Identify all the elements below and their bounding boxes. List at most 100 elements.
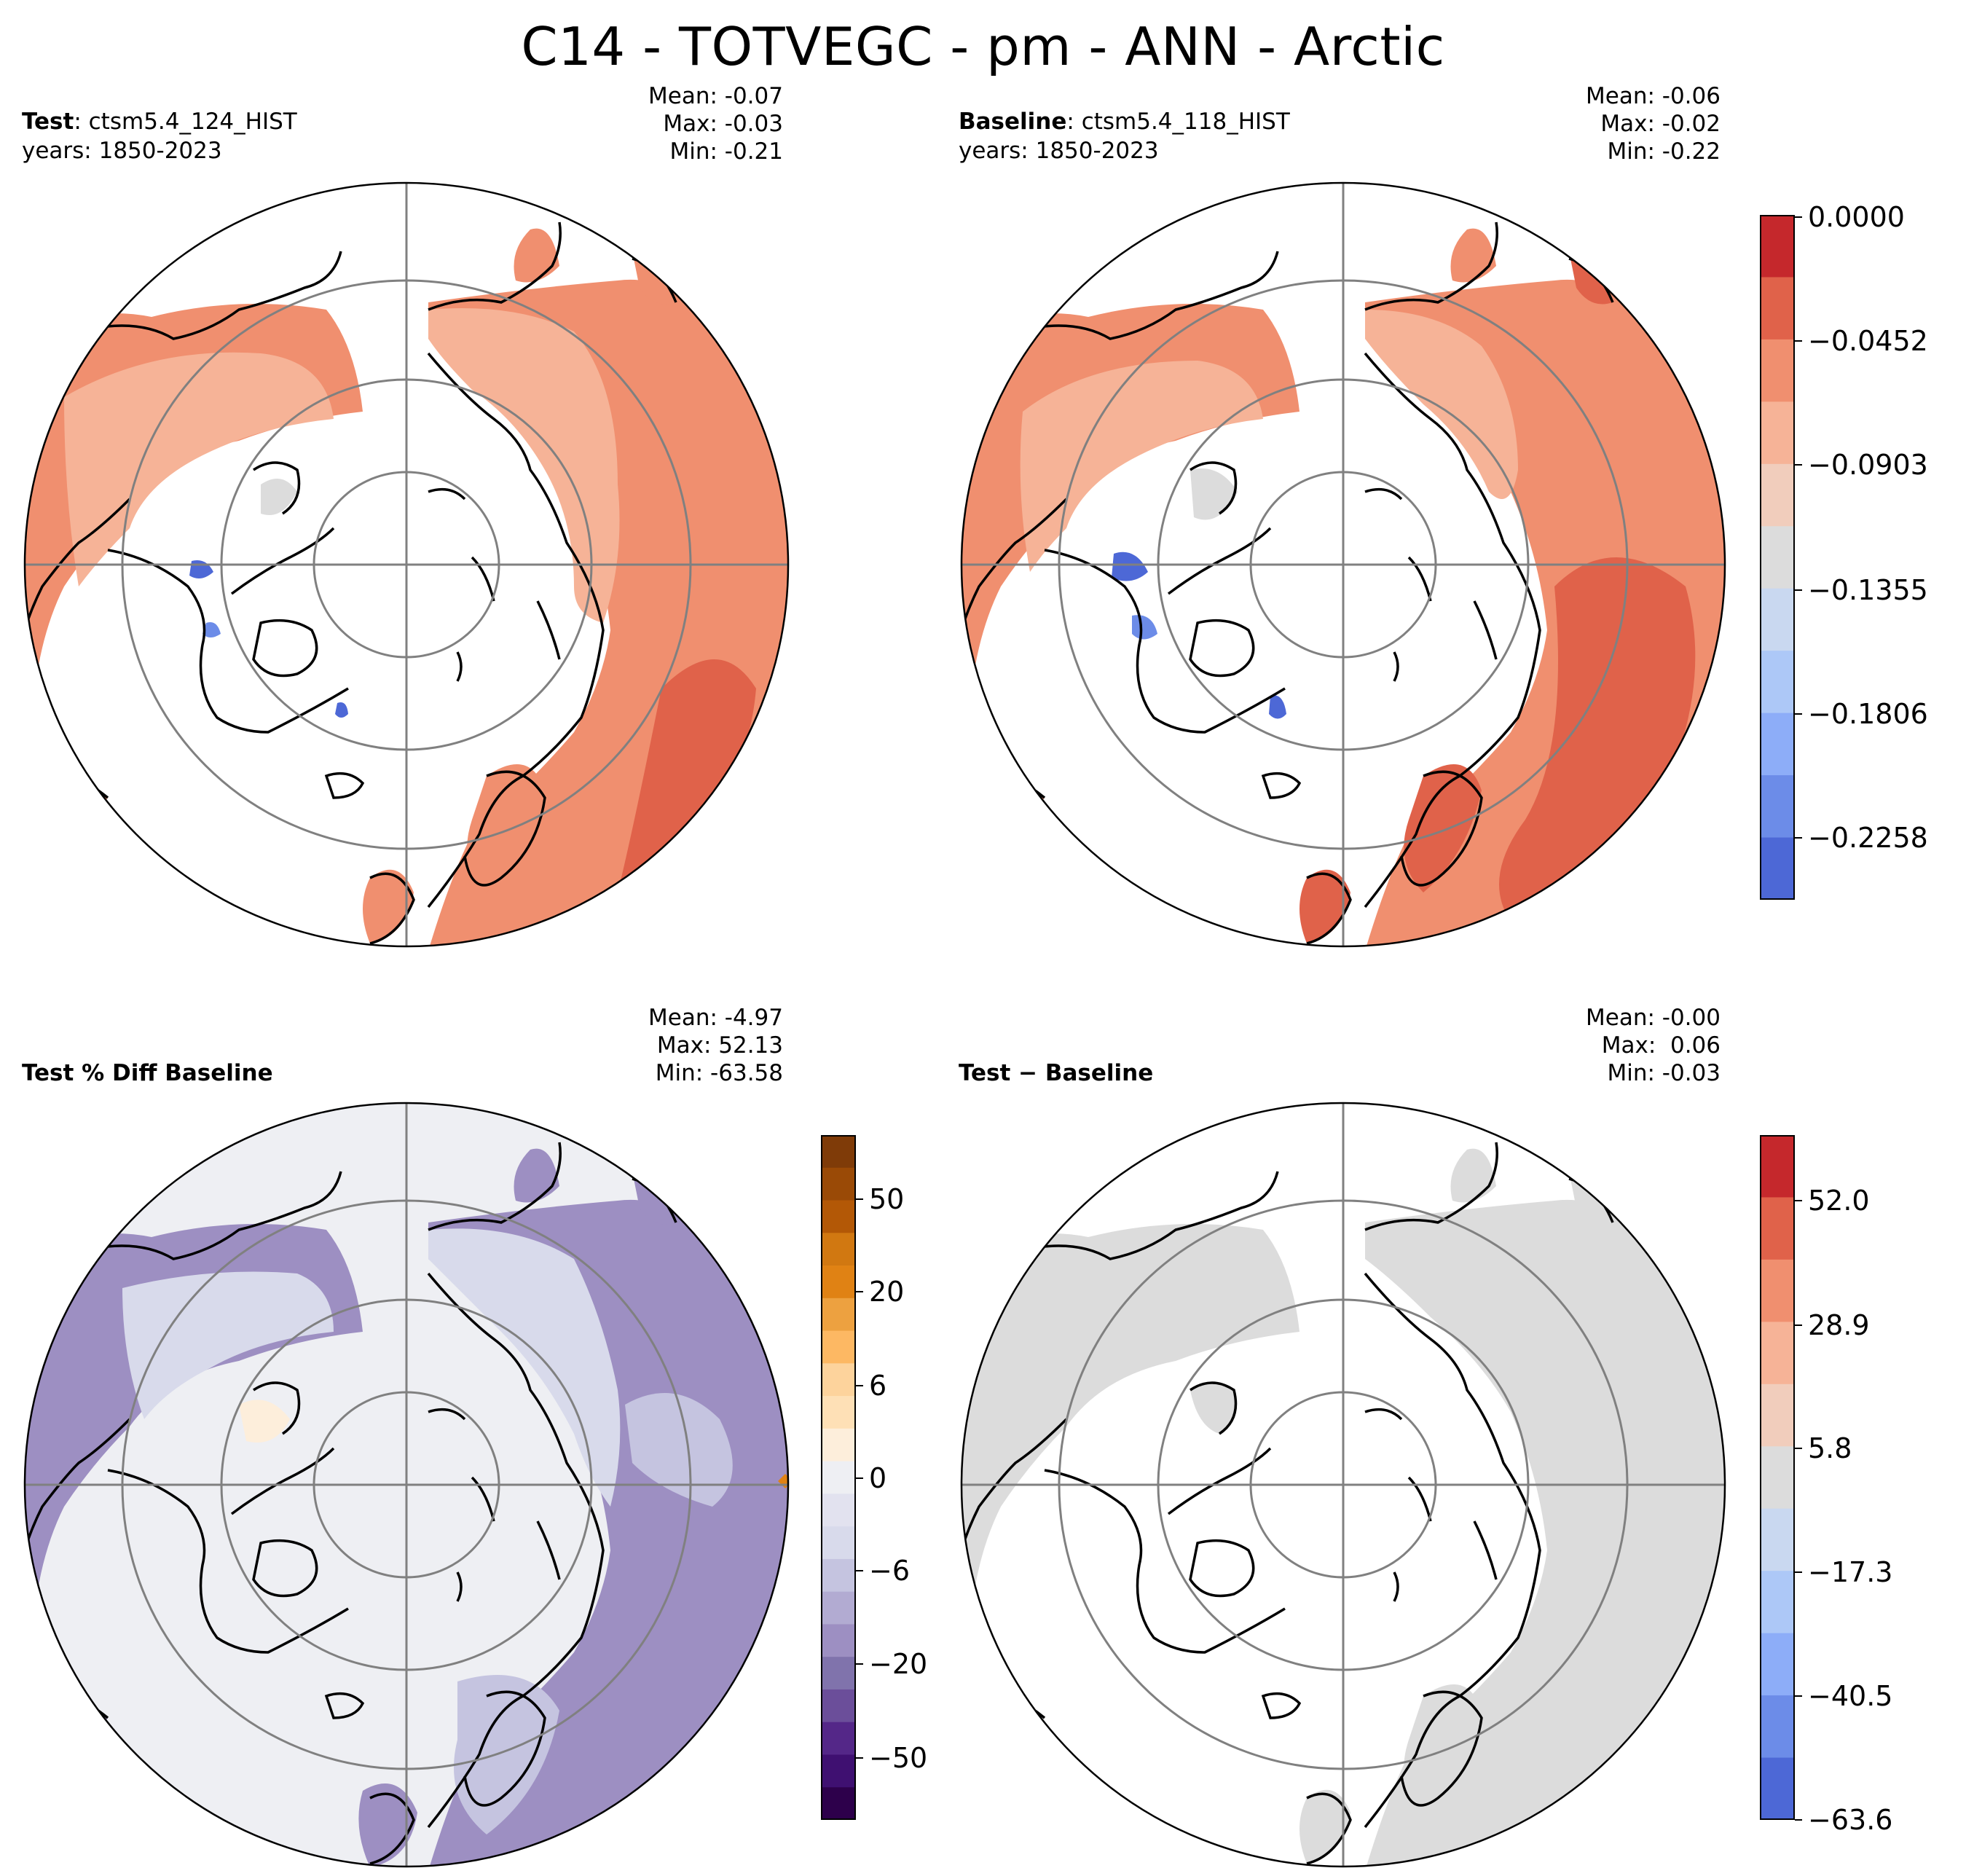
diff-land-eurasia [1365,1199,1725,1867]
pctdiff-map-boundary [23,1102,790,1868]
test-map [23,181,790,948]
diff-colorbar-tick-mark [1795,1324,1802,1326]
diff-colorbar [1760,1135,1795,1821]
top-colorbar-tick-mark [1795,837,1802,839]
top-colorbar-frame [1760,215,1795,900]
pctdiff-colorbar-tick-mark [856,1663,863,1665]
top-colorbar-swatches [1760,215,1795,900]
test-stats: Mean: -0.07 Max: -0.03 Min: -0.21 [419,82,783,165]
diff-colorbar-tick-mark [1795,1200,1802,1201]
pctdiff-land-eurasia [428,1199,788,1867]
pctdiff-graticule [25,1103,788,1867]
diff-colorbar-swatch [1760,1695,1795,1759]
pctdiff-colorbar-swatch [821,1526,856,1560]
diff-colorbar-swatch [1760,1384,1795,1447]
diff-min: Min: -0.03 [1607,1060,1721,1086]
test-land-eurasia-light [428,308,620,623]
pctdiff-colorbar-frame [821,1135,856,1820]
pctdiff-colorbar-swatch [821,1167,856,1201]
top-colorbar-tick-label: −0.2258 [1808,822,1928,854]
diff-colorbar-tick-label: −63.6 [1808,1804,1893,1836]
diff-colorbar-tick-label: 28.9 [1808,1309,1870,1341]
pctdiff-colorbar-tick-mark [856,1385,863,1386]
pctdiff-colorbar-swatch [821,1200,856,1233]
diff-land-north-america [962,1224,1299,1623]
top-colorbar-tick-mark [1795,713,1802,715]
top-colorbar-swatch [1760,837,1795,900]
pctdiff-colorbar-tick-mark [856,1477,863,1479]
top-colorbar-swatch [1760,463,1795,527]
pctdiff-colorbar-swatch [821,1135,856,1169]
pctdiff-colorbar-tick-mark [856,1570,863,1571]
diff-colorbar-frame [1760,1135,1795,1820]
diff-label-bold: Test − Baseline [959,1060,1154,1086]
test-min: Min: -0.21 [669,138,783,165]
top-colorbar-swatch [1760,775,1795,839]
pctdiff-colorbar-swatch [821,1558,856,1593]
pctdiff-colorbar-swatch [821,1494,856,1527]
baseline-land-eurasia-light [1365,310,1518,499]
baseline-land-europe-w [1299,869,1350,943]
top-colorbar [1760,215,1795,900]
top-colorbar-tick-mark [1795,216,1802,218]
top-colorbar-tick-label: −0.1355 [1808,574,1928,606]
diff-colorbar-swatch [1760,1571,1795,1634]
pctdiff-colorbar-tick-label: 20 [869,1276,905,1308]
test-label-text: ctsm5.4_124_HIST [88,109,297,135]
baseline-run-label: Baseline: ctsm5.4_118_HIST years: 1850-2… [959,107,1290,165]
pctdiff-colorbar-swatch [821,1396,856,1429]
test-blue-spot-2 [203,622,221,637]
diff-colorbar-swatch [1760,1446,1795,1510]
test-run-label: Test: ctsm5.4_124_HIST years: 1850-2023 [22,107,297,165]
top-colorbar-swatch [1760,526,1795,589]
top-colorbar-swatch [1760,713,1795,776]
test-graticule [25,183,788,946]
diff-colorbar-swatch [1760,1757,1795,1821]
top-colorbar-swatch [1760,277,1795,340]
baseline-blue-spot-2 [1132,615,1157,640]
diff-run-label: Test − Baseline [959,1059,1153,1088]
pctdiff-land-europe-w [358,1783,417,1867]
diff-coastlines [962,1142,1614,1865]
top-colorbar-tick-mark [1795,464,1802,466]
top-colorbar-tick-label: −0.1806 [1808,698,1928,730]
pctdiff-light-spot [239,1400,290,1443]
top-colorbar-swatch [1760,588,1795,651]
baseline-blue-spot-3 [1269,695,1286,719]
test-grey-spot [261,479,297,515]
baseline-map-boundary [960,181,1726,948]
top-colorbar-tick-mark [1795,589,1802,591]
pctdiff-min: Min: -63.58 [655,1060,783,1086]
baseline-stats: Mean: -0.06 Max: -0.02 Min: -0.22 [1356,82,1721,165]
baseline-land-na-light [1020,361,1263,572]
diff-colorbar-swatch [1760,1633,1795,1696]
pctdiff-max: Max: 52.13 [656,1032,783,1059]
pctdiff-colorbar-swatch [821,1233,856,1266]
diff-colorbar-tick-mark [1795,1819,1802,1821]
baseline-label-sep: : [1066,109,1082,135]
test-label-bold: Test [22,109,74,135]
diff-colorbar-swatch [1760,1322,1795,1385]
pctdiff-colorbar-tick-label: 6 [869,1370,887,1402]
baseline-max: Max: -0.02 [1600,111,1721,137]
pctdiff-colorbar-swatch [821,1722,856,1755]
pctdiff-colorbar-tick-label: −50 [869,1742,928,1774]
baseline-min: Min: -0.22 [1607,138,1721,165]
top-colorbar-tick-mark [1795,340,1802,342]
top-colorbar-swatch [1760,339,1795,402]
test-land-scandinavia [467,764,545,892]
pctdiff-land-scandinavia [454,1675,559,1834]
test-land-europe-w [363,869,414,943]
pctdiff-land-na-light [122,1271,334,1419]
pctdiff-colorbar-swatch [821,1787,856,1821]
pctdiff-colorbar-swatch [821,1265,856,1299]
baseline-mean: Mean: -0.06 [1586,83,1721,109]
pctdiff-colorbar-swatch [821,1754,856,1788]
diff-colorbar-swatch [1760,1197,1795,1260]
pctdiff-colorbar-tick-mark [856,1198,863,1200]
diff-land-greenland-hint [1190,1383,1236,1434]
diff-colorbar-tick-mark [1795,1695,1802,1697]
pctdiff-land-eurasia-light [428,1228,621,1507]
pctdiff-label-bold: Test % Diff Baseline [22,1060,273,1086]
pctdiff-stats: Mean: -4.97 Max: 52.13 Min: -63.58 [419,1004,783,1087]
